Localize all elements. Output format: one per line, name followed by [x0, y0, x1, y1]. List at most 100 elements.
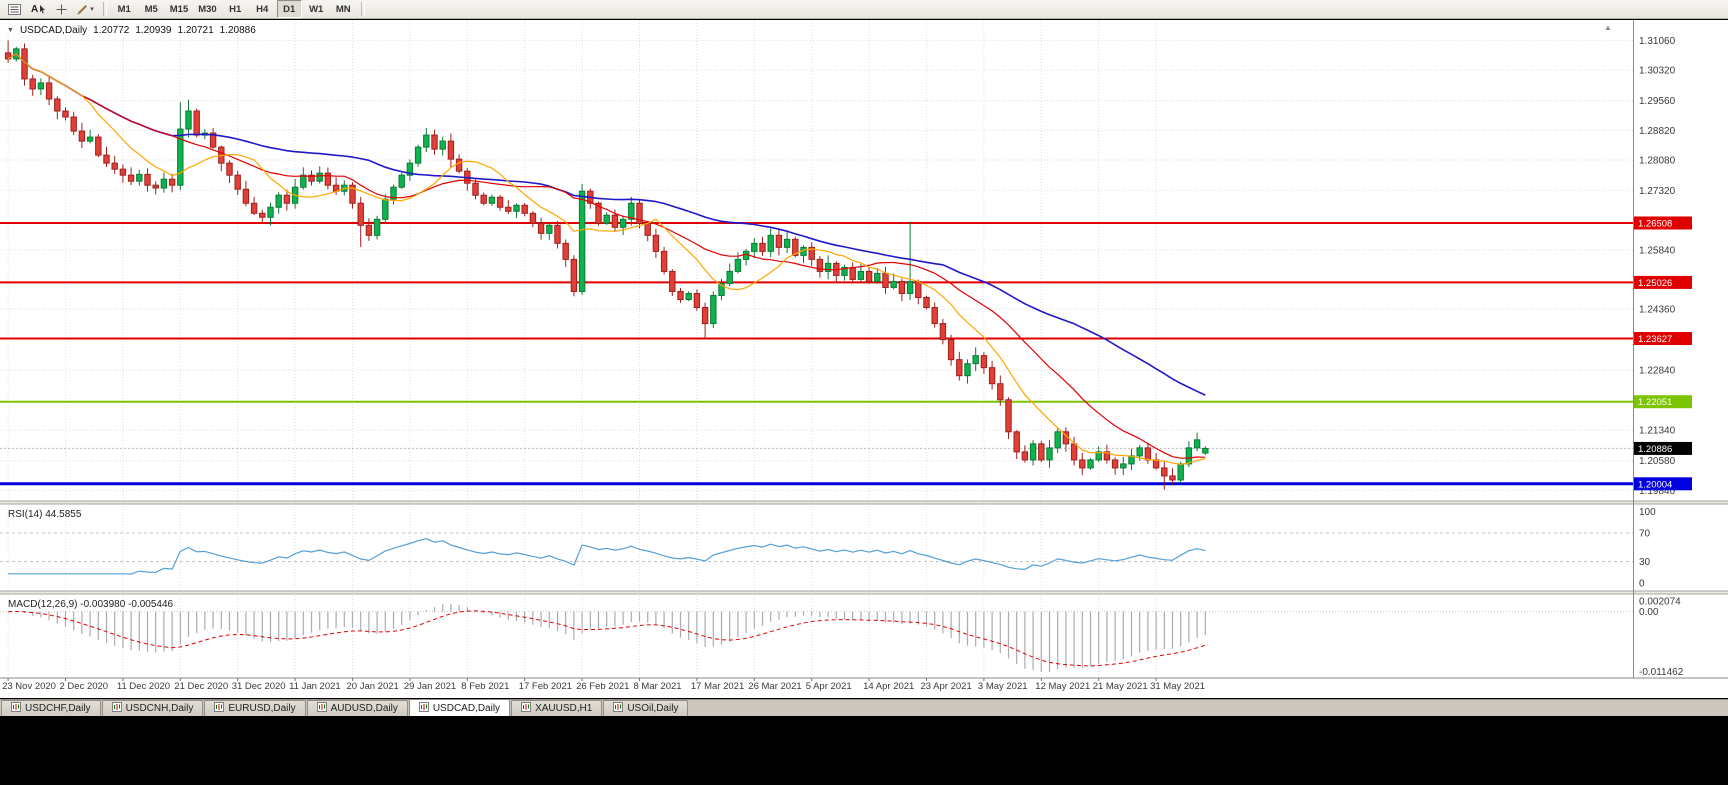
candle-body — [283, 194, 291, 204]
candle-body — [734, 258, 742, 272]
candle-body — [168, 178, 176, 186]
svg-text:26 Feb 2021: 26 Feb 2021 — [576, 681, 629, 692]
candle-body — [578, 190, 586, 292]
candle-body — [554, 224, 561, 244]
candle-body — [562, 242, 569, 260]
candle-body — [824, 262, 832, 272]
timeframe-m15[interactable]: M15 — [169, 3, 189, 15]
candle-body — [1095, 451, 1102, 461]
svg-text:31 May 2021: 31 May 2021 — [1150, 681, 1205, 692]
candle-body — [906, 280, 914, 294]
svg-text:21 May 2021: 21 May 2021 — [1093, 681, 1148, 692]
ohlc-high: 1.20939 — [135, 25, 172, 36]
timeframe-h4[interactable]: H4 — [256, 3, 269, 15]
chart-tab-label: USDCNH,Daily — [125, 703, 194, 714]
svg-text:12 May 2021: 12 May 2021 — [1035, 681, 1090, 692]
timeframe-d1[interactable]: D1 — [276, 0, 302, 18]
candle-body — [988, 367, 996, 385]
candle-body — [513, 204, 520, 212]
cursor-tool-button[interactable]: A — [27, 0, 50, 18]
mini-chart-icon — [418, 701, 429, 715]
svg-text:100: 100 — [1639, 507, 1656, 518]
candle-body — [1193, 439, 1201, 449]
candle-body — [956, 359, 963, 377]
chart-tab-usdcnh-daily[interactable]: USDCNH,Daily — [101, 700, 204, 716]
svg-text:14 Apr 2021: 14 Apr 2021 — [863, 681, 914, 692]
candle-body — [111, 162, 118, 170]
candle-body — [915, 280, 922, 298]
candle-body — [78, 130, 86, 142]
candle-body — [972, 355, 979, 365]
chart-tab-eurusd-daily[interactable]: EURUSD,Daily — [204, 700, 306, 716]
timeframe-m1[interactable]: M1 — [117, 3, 131, 15]
candle-body — [816, 258, 824, 272]
timeframe-w1[interactable]: W1 — [309, 3, 324, 15]
chart-tab-usdchf-daily[interactable]: USDCHF,Daily — [1, 700, 101, 716]
svg-text:1.26508: 1.26508 — [1638, 218, 1672, 229]
draw-tool-button[interactable]: ▾ — [73, 0, 98, 18]
candle-body — [37, 82, 45, 90]
chart-tab-usoil-daily[interactable]: USOil,Daily — [603, 700, 689, 716]
candle-body — [45, 82, 53, 100]
candle-body — [1087, 459, 1094, 469]
expand-arrow-icon[interactable]: ▼ — [7, 27, 14, 34]
candle-body — [357, 202, 364, 226]
candle-body — [660, 250, 668, 272]
svg-text:1.19840: 1.19840 — [1639, 486, 1676, 497]
candle-body — [882, 272, 889, 288]
svg-text:23 Apr 2021: 23 Apr 2021 — [921, 681, 972, 692]
price-label-box — [1634, 395, 1692, 409]
candle-body — [718, 282, 725, 296]
candle-body — [86, 136, 94, 142]
timeframe-h1[interactable]: H1 — [229, 3, 242, 15]
candle-body — [1021, 451, 1029, 461]
chart-canvas[interactable]: 1.31060 1.30320 1.29560 1.28820 1.28080 1.273… — [0, 20, 1728, 698]
candle-body — [939, 323, 947, 341]
chart-tab-label: XAUUSD,H1 — [535, 703, 593, 714]
candle-body — [726, 270, 733, 284]
candle-body — [226, 162, 233, 176]
svg-text:17 Mar 2021: 17 Mar 2021 — [691, 681, 744, 692]
crosshair-tool-button[interactable] — [52, 0, 71, 18]
candle-body — [1103, 451, 1111, 461]
candle-body — [1038, 443, 1045, 461]
chart-tab-audusd-daily[interactable]: AUDUSD,Daily — [306, 700, 408, 716]
time-axis[interactable]: 23 Nov 2020 2 Dec 2020 11 Dec 2020 21 Dec 2… — [2, 678, 1205, 692]
timeframe-m30[interactable]: M30 — [198, 3, 217, 15]
moving-averages — [7, 53, 1206, 465]
svg-text:1.22840: 1.22840 — [1639, 366, 1676, 377]
candle-body — [29, 78, 36, 90]
candle-body — [373, 218, 381, 236]
pane-separators — [0, 20, 1728, 679]
ohlc-low: 1.20721 — [177, 25, 214, 36]
candle-body — [710, 294, 717, 325]
candle-body — [234, 174, 241, 190]
price-axis[interactable]: 1.31060 1.30320 1.29560 1.28820 1.28080 1.273… — [1634, 36, 1692, 497]
timeframe-mn[interactable]: MN — [335, 3, 351, 15]
candle-body — [693, 292, 701, 309]
svg-text:70: 70 — [1639, 529, 1651, 540]
ohlc-open: 1.20772 — [93, 25, 130, 36]
candle-body — [1120, 463, 1127, 469]
timeframe-m5[interactable]: M5 — [144, 3, 158, 15]
chart-tab-usdcad-daily[interactable]: USDCAD,Daily — [408, 699, 511, 716]
candle-body — [119, 168, 127, 176]
mini-chart-icon — [11, 702, 21, 715]
svg-text:1.29560: 1.29560 — [1639, 96, 1676, 107]
horizontal-level-lines[interactable] — [0, 221, 1633, 486]
candle-body — [1152, 459, 1160, 469]
candle-body — [316, 172, 323, 182]
candle-body — [652, 234, 660, 252]
scroll-to-end-icon[interactable]: ▲ — [1604, 23, 1612, 32]
candle-body — [1177, 463, 1184, 481]
svg-text:23 Nov 2020: 23 Nov 2020 — [2, 681, 56, 692]
chart-list-icon[interactable] — [4, 0, 25, 18]
candle-body — [242, 188, 250, 204]
chart-tabs-bar: USDCHF,Daily USDCNH,Daily EURUSD,Daily AUDU… — [0, 699, 1728, 716]
candle-body — [152, 184, 159, 189]
candle-body — [849, 266, 856, 280]
svg-text:1.22051: 1.22051 — [1638, 397, 1672, 408]
chart-tab-xauusd-h1[interactable]: XAUUSD,H1 — [511, 700, 603, 716]
